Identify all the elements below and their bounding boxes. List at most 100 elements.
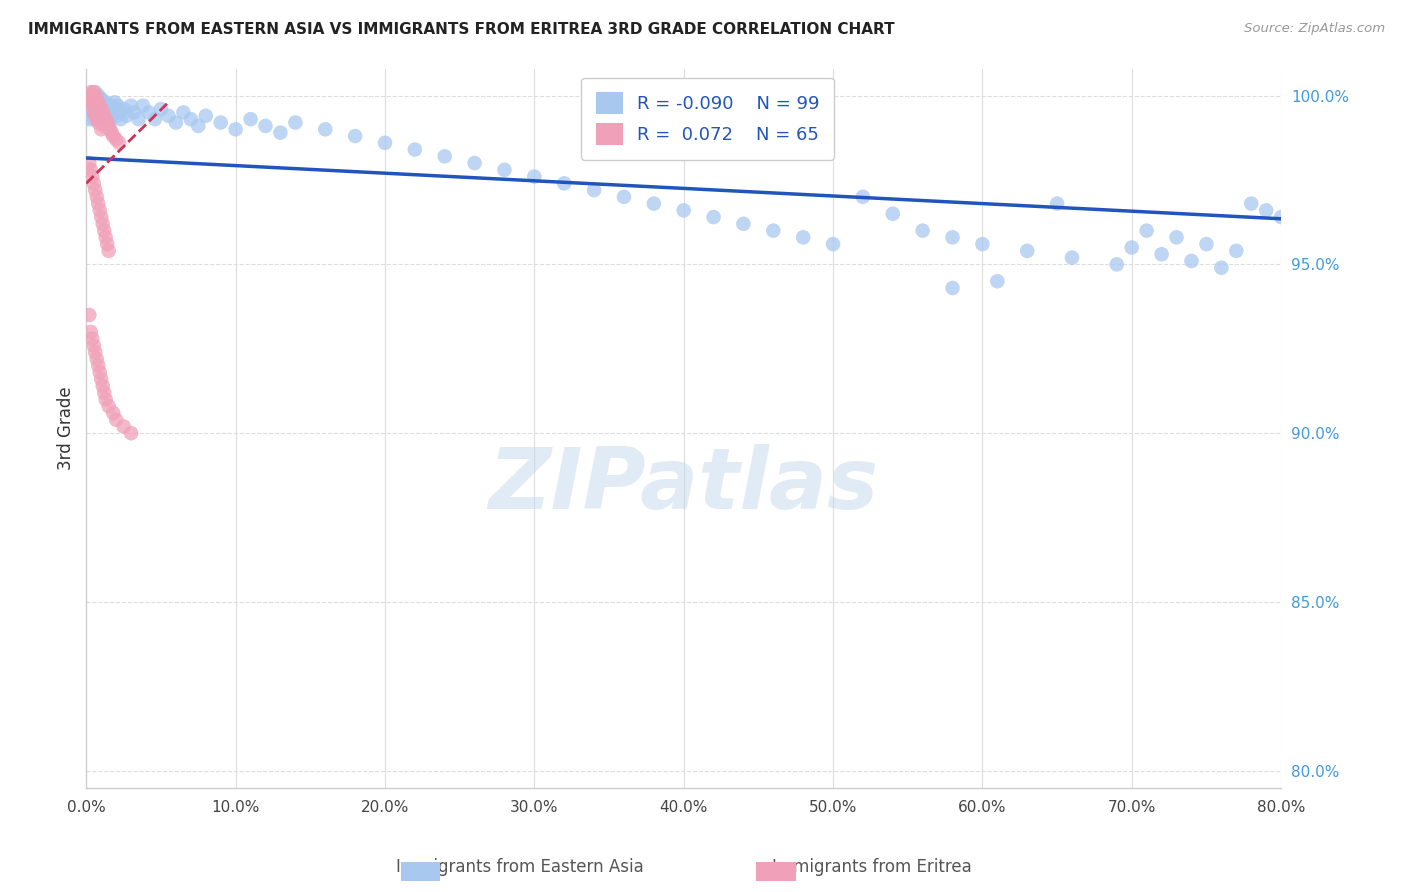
Point [77,308,100,322]
Point [83,112,105,127]
Point [1211,260,1233,275]
Text: ZIPatlas: ZIPatlas [488,444,879,527]
Point [82,98,104,112]
Point [1240,196,1263,211]
Point [911,224,934,238]
Point [86,351,108,366]
Point [94,230,117,244]
Point [98,122,121,136]
Point [90,210,112,224]
Point [89,366,111,380]
Point [672,203,695,218]
Point [583,183,606,197]
Point [80,95,103,110]
Point [89,109,111,123]
Point [643,196,665,211]
Point [613,190,636,204]
Point [269,126,291,140]
Point [96,237,118,252]
Point [104,95,127,110]
Point [132,98,155,112]
Point [83,105,105,120]
Point [82,88,104,103]
Point [97,119,120,133]
Point [86,92,108,106]
Point [101,105,124,120]
Point [108,136,131,150]
Point [77,92,100,106]
Point [77,112,100,127]
Point [1136,224,1159,238]
Point [82,105,104,120]
Point [1060,251,1083,265]
Point [84,98,107,112]
Point [105,132,128,146]
Point [97,105,120,120]
Point [157,109,180,123]
Point [83,88,105,103]
Point [90,109,112,123]
Point [87,196,110,211]
Point [433,149,456,163]
Point [314,122,336,136]
Point [100,98,122,112]
Point [284,115,307,129]
Text: Immigrants from Eastern Asia: Immigrants from Eastern Asia [396,858,644,876]
Point [1195,237,1218,252]
Point [464,156,486,170]
Point [93,98,115,112]
Point [93,109,115,123]
Point [90,92,112,106]
Point [86,109,108,123]
Point [86,190,108,204]
Point [93,224,115,238]
Point [1150,247,1173,261]
Point [733,217,755,231]
Point [82,332,104,346]
Point [100,126,122,140]
Point [523,169,546,184]
Point [83,338,105,352]
Point [87,359,110,373]
Point [122,105,145,120]
Point [83,98,105,112]
Point [83,95,105,110]
Point [703,210,725,224]
Point [90,102,112,116]
Point [83,177,105,191]
Point [84,85,107,99]
Point [91,105,114,120]
Point [107,98,129,112]
Point [209,115,232,129]
Point [143,112,166,127]
Point [882,207,904,221]
Point [91,105,114,120]
Point [180,112,202,127]
Point [1256,203,1278,218]
Point [941,230,963,244]
Point [1270,210,1292,224]
Point [87,95,110,110]
Point [80,162,103,177]
Point [89,98,111,112]
Point [852,190,875,204]
Point [84,345,107,359]
Point [77,156,100,170]
Point [494,162,516,177]
Point [84,102,107,116]
Point [120,98,142,112]
Point [84,109,107,123]
Point [553,177,575,191]
Point [128,112,150,127]
Point [986,274,1008,288]
Point [97,244,120,258]
Point [89,102,111,116]
Point [194,109,217,123]
Point [94,392,117,407]
Point [86,102,108,116]
Point [941,281,963,295]
Point [110,112,132,127]
Point [108,105,131,120]
Point [115,109,138,123]
Point [96,115,118,129]
